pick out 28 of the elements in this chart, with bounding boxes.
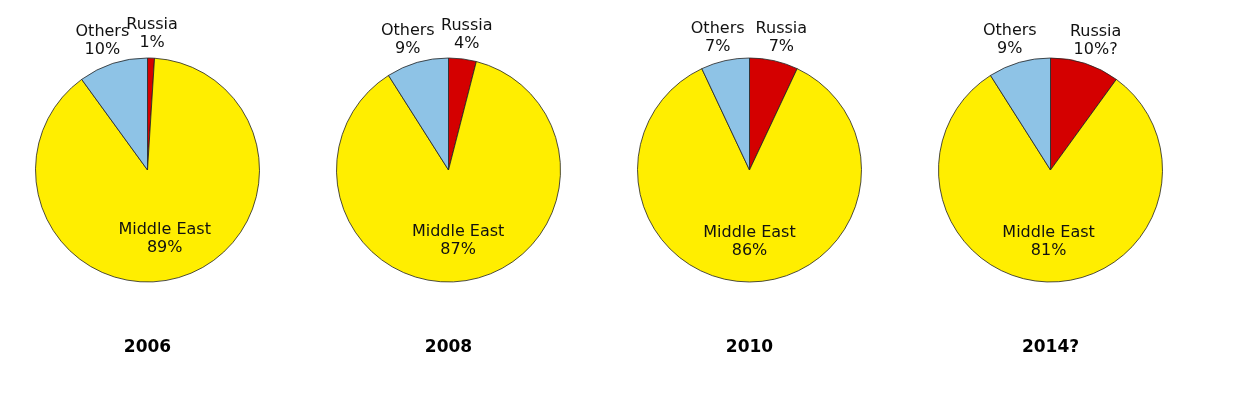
data-label: 86% <box>731 239 768 259</box>
data-label: 81% <box>1030 239 1067 259</box>
data-label: 10%? <box>1073 39 1118 59</box>
data-label: 9% <box>395 37 421 57</box>
slice-label: Others <box>982 19 1037 39</box>
slice-label: Middle East <box>703 221 796 241</box>
text: 2006 <box>123 336 172 356</box>
data-label: 10% <box>84 39 121 59</box>
data-label: 9% <box>997 37 1023 57</box>
text: 2010 <box>725 336 774 356</box>
slice-label: Russia <box>1069 21 1122 41</box>
pie-slice <box>35 57 260 283</box>
text: 2008 <box>424 336 473 356</box>
data-label: 1% <box>139 32 165 52</box>
slice-label: Russia <box>755 17 808 37</box>
data-label: 7% <box>768 35 795 55</box>
slice-label: Middle East <box>118 219 211 239</box>
slice-label: Others <box>380 19 435 39</box>
data-label: 89% <box>146 237 183 257</box>
slice-label: Middle East <box>411 220 505 240</box>
text: 2014? <box>1021 336 1080 356</box>
pie-slice <box>336 61 561 283</box>
data-label: 87% <box>440 238 476 258</box>
slice-label: Others <box>690 17 745 37</box>
slice-label: Middle East <box>1002 221 1095 241</box>
slice-label: Russia <box>441 15 493 35</box>
data-label: 4% <box>454 33 480 53</box>
data-label: 7% <box>704 35 731 55</box>
